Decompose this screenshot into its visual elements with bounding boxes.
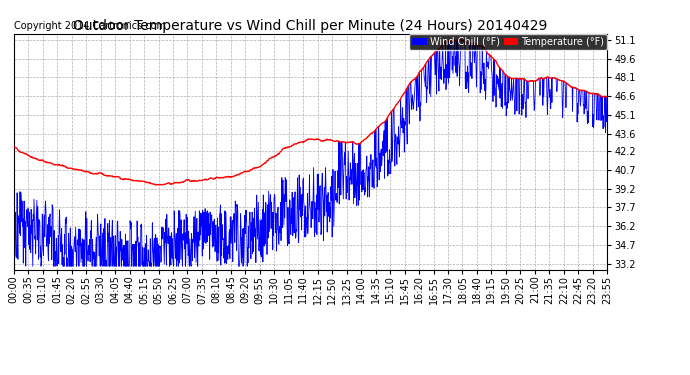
Text: Copyright 2014 Cartronics.com: Copyright 2014 Cartronics.com (14, 21, 166, 32)
Legend: Wind Chill (°F), Temperature (°F): Wind Chill (°F), Temperature (°F) (409, 34, 607, 50)
Title: Outdoor Temperature vs Wind Chill per Minute (24 Hours) 20140429: Outdoor Temperature vs Wind Chill per Mi… (73, 19, 548, 33)
